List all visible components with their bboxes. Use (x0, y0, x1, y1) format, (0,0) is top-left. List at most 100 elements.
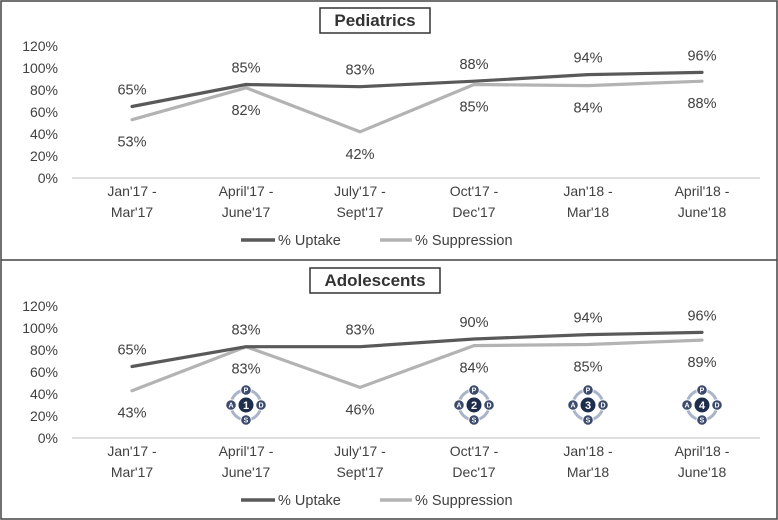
data-label-suppression: 88% (687, 96, 716, 112)
pdsa-number-dot (465, 396, 483, 414)
y-tick-label: 0% (38, 430, 58, 446)
x-tick-label: Oct'17 -Dec'17 (450, 183, 499, 220)
x-tick-label: April'17 -June'17 (219, 443, 274, 480)
pdsa-letter: S (244, 418, 249, 425)
pdsa-letter: A (456, 403, 461, 410)
pdsa-letter: A (228, 403, 233, 410)
pdsa-letter: D (714, 403, 719, 410)
x-tick-label: Oct'17 -Dec'17 (450, 443, 499, 480)
pdsa-letter-dot (468, 384, 480, 396)
y-tick-label: 60% (30, 104, 58, 120)
data-label-suppression: 84% (573, 101, 602, 117)
series-line-suppression (130, 79, 704, 134)
pdsa-number: 1 (243, 400, 249, 412)
chart-title-box (319, 7, 431, 34)
pdsa-number-dot (237, 396, 255, 414)
pdsa-cycle-icon: P A D S 1 (225, 384, 267, 426)
data-label-suppression: 53% (117, 135, 146, 151)
pdsa-letter-dot (567, 399, 579, 411)
pdsa-letter-dot (597, 399, 609, 411)
data-label-suppression: 85% (573, 360, 602, 376)
data-label-uptake: 83% (345, 63, 374, 79)
pdsa-letter-dot (240, 384, 252, 396)
pdsa-letter: A (570, 403, 575, 410)
chart-title-text: Pediatrics (334, 11, 415, 30)
pdsa-letter-dot (225, 399, 237, 411)
y-tick-label: 40% (30, 126, 58, 142)
pdsa-letter-dot (711, 399, 723, 411)
chart-title-box (309, 267, 441, 294)
pdsa-letter: A (684, 403, 689, 410)
data-label-uptake: 90% (459, 315, 488, 331)
y-tick-label: 80% (30, 82, 58, 98)
y-tick-label: 20% (30, 408, 58, 424)
pdsa-letter: S (700, 418, 705, 425)
x-tick-label: Jan'17 -Mar'17 (107, 183, 157, 220)
pdsa-number-dot (579, 396, 597, 414)
data-label-uptake: 96% (687, 48, 716, 64)
x-tick-label: Jan'18 -Mar'18 (563, 183, 613, 220)
chart-panel-2: Adolescents 0% 20% 40% 60% 80% 100% 120% Jan'17 … (22, 267, 760, 509)
data-label-uptake: 96% (687, 308, 716, 324)
chart-title-text: Adolescents (324, 271, 425, 290)
data-label-uptake: 88% (459, 57, 488, 73)
pdsa-letter-dot (696, 384, 708, 396)
data-label-uptake: 85% (231, 61, 260, 77)
pdsa-number: 3 (585, 400, 591, 412)
pdsa-cycle-icon: P A D S 4 (681, 384, 723, 426)
x-tick-label: Jan'18 -Mar'18 (563, 443, 613, 480)
x-tick-label: July'17 -Sept'17 (334, 183, 386, 220)
y-tick-label: 60% (30, 364, 58, 380)
chart-title: Pediatrics (319, 7, 431, 34)
pdsa-letter: P (244, 388, 249, 395)
chart-title: Adolescents (309, 267, 441, 294)
pdsa-letter-dot (696, 414, 708, 426)
pdsa-letter: D (600, 403, 605, 410)
data-label-uptake: 65% (117, 343, 146, 359)
pdsa-letter-dot (582, 384, 594, 396)
pdsa-letter-dot (453, 399, 465, 411)
y-tick-label: 100% (22, 320, 58, 336)
data-label-uptake: 65% (117, 83, 146, 99)
y-tick-label: 20% (30, 148, 58, 164)
data-label-suppression: 43% (117, 406, 146, 422)
data-label-suppression: 85% (459, 100, 488, 116)
x-tick-label: April'18 -June'18 (675, 443, 730, 480)
pdsa-letter: P (700, 388, 705, 395)
pdsa-letter: D (258, 403, 263, 410)
pdsa-number: 2 (471, 400, 477, 412)
y-tick-label: 80% (30, 342, 58, 358)
pdsa-letter: D (486, 403, 491, 410)
x-tick-label: April'17 -June'17 (219, 183, 274, 220)
series-line-uptake (130, 330, 704, 369)
legend-label-suppression: % Suppression (415, 493, 513, 509)
pdsa-letter-dot (468, 414, 480, 426)
y-tick-label: 120% (22, 38, 58, 54)
pdsa-letter-dot (681, 399, 693, 411)
series-line-uptake (130, 70, 704, 109)
x-tick-label: April'18 -June'18 (675, 183, 730, 220)
pdsa-letter-dot (240, 414, 252, 426)
chart-legend: % Uptake % Suppression (241, 493, 513, 509)
pdsa-letter-dot (483, 399, 495, 411)
y-tick-label: 120% (22, 298, 58, 314)
pdsa-letter: S (472, 418, 477, 425)
pdsa-letter: S (586, 418, 591, 425)
legend-label-suppression: % Suppression (415, 233, 513, 249)
data-label-suppression: 82% (231, 103, 260, 119)
chart-panel-1: Pediatrics 0% 20% 40% 60% 80% 100% 120% Jan'17 -… (22, 7, 760, 249)
pdsa-cycle-icon: P A D S 2 (453, 384, 495, 426)
pdsa-letter-dot (255, 399, 267, 411)
data-label-uptake: 83% (231, 323, 260, 339)
pdsa-letter-dot (582, 414, 594, 426)
data-label-uptake: 94% (573, 51, 602, 67)
x-tick-label: July'17 -Sept'17 (334, 443, 386, 480)
data-label-suppression: 84% (459, 361, 488, 377)
series-line-suppression (130, 338, 704, 393)
y-tick-label: 0% (38, 170, 58, 186)
pdsa-letter: P (472, 388, 477, 395)
pdsa-cycle-icon: P A D S 3 (567, 384, 609, 426)
data-label-suppression: 83% (231, 362, 260, 378)
chart-legend: % Uptake % Suppression (241, 233, 513, 249)
pdsa-letter: P (586, 388, 591, 395)
